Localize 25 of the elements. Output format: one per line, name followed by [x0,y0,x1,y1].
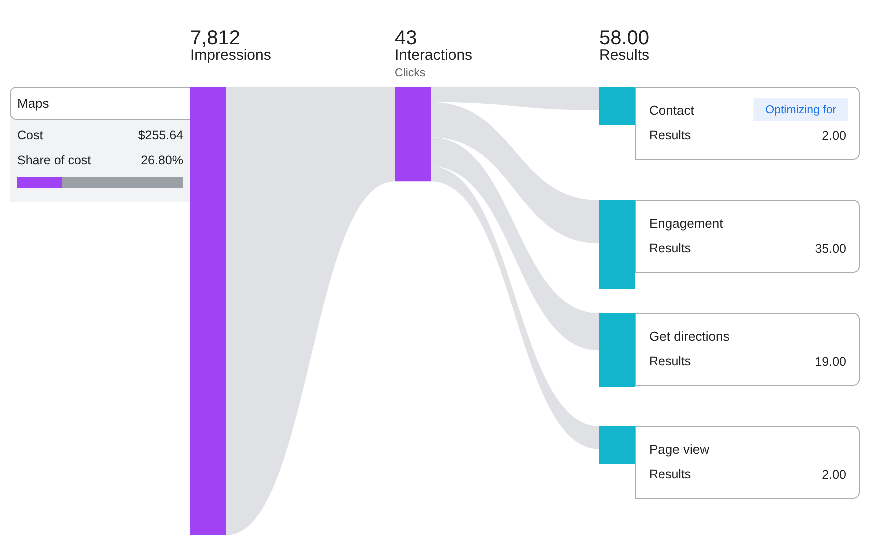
data-label: 2.00 [822,468,847,482]
data-label: 43 [395,28,418,50]
text: Maps [18,96,50,111]
category-label: Results [650,128,692,142]
data-label: 7,812 [190,28,241,50]
category-label: Results [650,468,692,482]
data-label: 58.00 [600,28,650,50]
category-label: Impressions [190,47,272,64]
data-label: 26.80% [141,154,184,168]
category-label: Share of cost [18,154,92,168]
data-label: $255.64 [138,128,184,142]
data-label: 19.00 [815,355,847,369]
text: Contact [650,103,695,118]
data-label: 2.00 [822,129,847,143]
text: Page view [650,442,710,457]
category-label: Results [650,354,692,368]
category-label: Results [650,242,692,256]
category-label: Interactions [395,47,473,64]
text: Engagement [650,216,724,231]
text: Optimizing for [766,104,837,116]
text: Clicks [395,68,426,80]
data-label: 35.00 [815,242,847,256]
text: Get directions [650,329,730,344]
category-label: Results [600,47,650,64]
category-label: Cost [18,128,44,142]
